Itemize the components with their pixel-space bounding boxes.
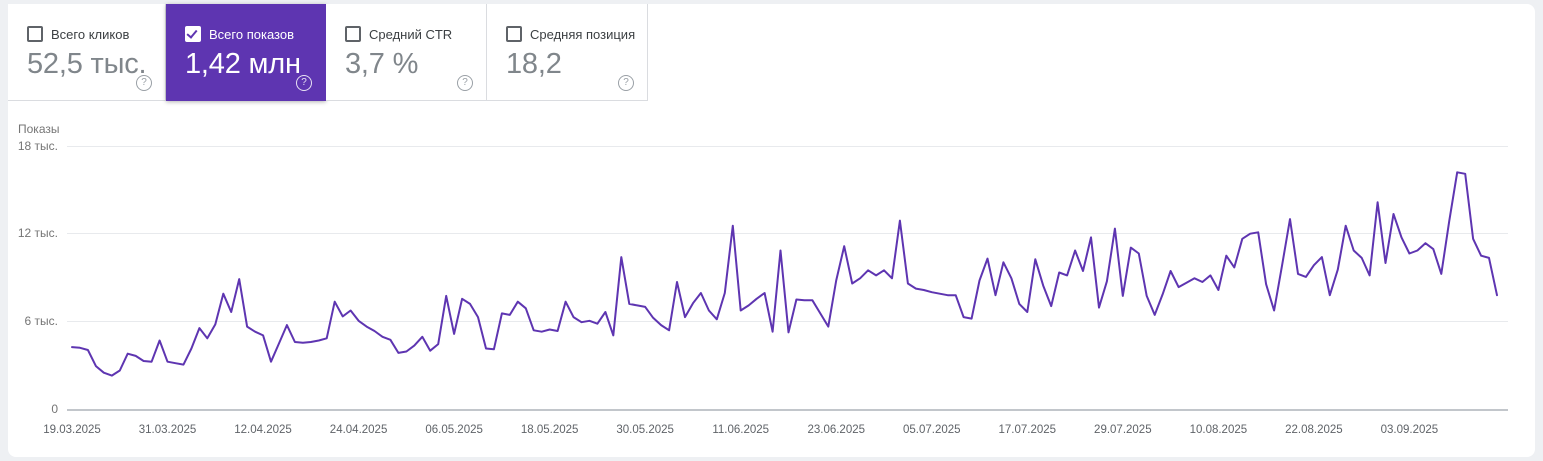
x-axis-baseline	[67, 408, 1508, 411]
total-clicks-checkbox[interactable]	[27, 26, 43, 42]
x-axis-labels: 19.03.2025 31.03.2025 12.04.2025 24.04.2025…	[0, 424, 1543, 440]
total-impressions-value: 1,42 млн	[185, 48, 301, 80]
x-tick-label: 29.07.2025	[1094, 424, 1152, 436]
average-position-checkbox[interactable]	[506, 26, 522, 42]
y-tick-label: 6 тыс.	[24, 314, 58, 328]
x-tick-label: 10.08.2025	[1189, 424, 1248, 436]
total-clicks-label: Всего кликов	[51, 26, 130, 42]
help-icon[interactable]: ?	[296, 75, 312, 91]
average-position-label: Средняя позиция	[530, 26, 636, 42]
metric-cards-row: Всего кликов 52,5 тыс. ? Всего показов 1…	[8, 4, 1535, 101]
average-position-value: 18,2	[506, 48, 562, 80]
help-icon[interactable]: ?	[618, 75, 634, 91]
average-ctr-value: 3,7 %	[345, 48, 419, 80]
metric-card-average-ctr[interactable]: Средний CTR 3,7 % ?	[326, 4, 487, 101]
metric-card-average-position[interactable]: Средняя позиция 18,2 ?	[487, 4, 648, 101]
x-tick-label: 19.03.2025	[43, 424, 101, 436]
help-icon[interactable]: ?	[457, 75, 473, 91]
y-tick-label: 12 тыс.	[17, 226, 58, 240]
x-tick-label: 24.04.2025	[329, 424, 388, 436]
x-tick-label: 11.06.2025	[712, 424, 770, 436]
gridline-18k	[67, 145, 1508, 147]
metric-card-total-clicks[interactable]: Всего кликов 52,5 тыс. ?	[8, 4, 166, 101]
help-icon[interactable]: ?	[136, 75, 152, 91]
x-tick-label: 30.05.2025	[616, 424, 674, 436]
average-ctr-label: Средний CTR	[369, 26, 453, 42]
y-axis-title: Показы	[18, 122, 60, 136]
gridline-6k	[67, 321, 1508, 322]
metric-card-total-impressions[interactable]: Всего показов 1,42 млн ?	[166, 4, 326, 101]
average-ctr-checkbox[interactable]	[345, 26, 361, 42]
total-clicks-value: 52,5 тыс.	[27, 48, 147, 80]
total-impressions-checkbox[interactable]	[185, 26, 201, 42]
x-tick-label: 18.05.2025	[520, 424, 579, 436]
x-tick-label: 23.06.2025	[807, 424, 866, 436]
y-tick-label: 18 тыс.	[17, 138, 58, 153]
y-tick-label: 0	[51, 401, 58, 416]
total-impressions-label: Всего показов	[209, 26, 294, 42]
x-tick-label: 12.04.2025	[234, 424, 292, 436]
x-tick-label: 17.07.2025	[998, 424, 1057, 436]
gridline-12k	[67, 233, 1508, 234]
x-tick-label: 03.09.2025	[1380, 424, 1439, 436]
performance-panel: Всего кликов 52,5 тыс. ? Всего показов 1…	[8, 4, 1535, 457]
x-tick-label: 05.07.2025	[902, 424, 961, 436]
x-tick-label: 06.05.2025	[425, 424, 483, 436]
x-tick-label: 31.03.2025	[138, 424, 197, 436]
x-tick-label: 22.08.2025	[1285, 424, 1343, 436]
